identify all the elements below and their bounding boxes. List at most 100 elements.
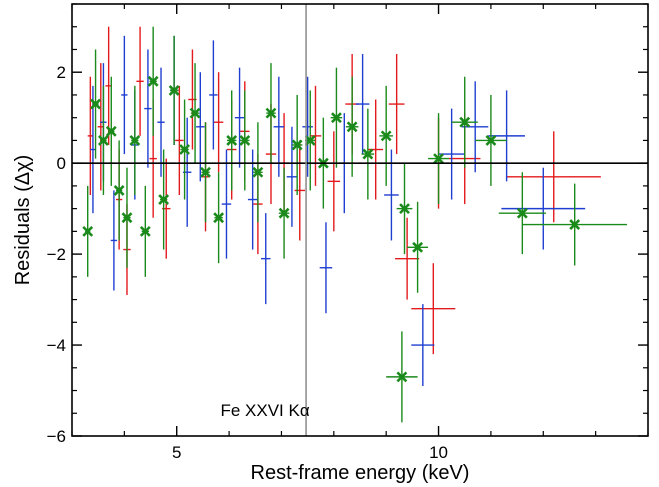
data-point	[428, 113, 450, 205]
data-point	[97, 85, 109, 195]
x-marker	[516, 207, 528, 219]
data-point	[196, 72, 205, 182]
data-point	[247, 149, 258, 250]
x-tick-label: 5	[172, 443, 181, 462]
data-point	[522, 183, 628, 266]
y-axis-label: Residuals (Δχ)	[12, 155, 34, 286]
x-marker	[396, 371, 408, 383]
data-point	[309, 85, 322, 186]
x-marker	[113, 185, 125, 196]
data-point	[87, 76, 93, 195]
data-point	[189, 63, 201, 164]
data-point	[213, 72, 224, 173]
data-point	[82, 185, 94, 277]
data-point	[273, 76, 285, 177]
x-marker	[97, 135, 109, 146]
y-tick-label: −6	[47, 427, 66, 446]
data-point	[121, 35, 128, 155]
data-point	[386, 331, 418, 423]
x-marker	[485, 135, 497, 146]
x-marker	[362, 148, 374, 160]
data-point	[388, 54, 405, 155]
data-point	[265, 63, 277, 164]
x-marker	[412, 241, 424, 253]
plot-frame	[71, 3, 649, 437]
data-point	[221, 149, 232, 259]
x-marker	[139, 225, 151, 237]
data-point	[411, 263, 456, 355]
data-point	[304, 90, 316, 191]
x-marker	[239, 135, 251, 146]
x-marker	[399, 203, 410, 215]
data-point	[384, 149, 399, 241]
data-point	[278, 167, 290, 259]
x-marker	[147, 75, 159, 87]
data-point	[213, 172, 225, 264]
x-marker	[158, 194, 170, 205]
x-marker	[200, 166, 211, 178]
data-point	[209, 40, 218, 150]
x-marker	[304, 135, 316, 146]
y-tick-label: 0	[57, 154, 66, 173]
data-point	[302, 76, 313, 177]
data-point	[234, 67, 245, 168]
data-point	[90, 49, 101, 159]
data-point	[139, 185, 151, 277]
data-point	[451, 76, 478, 168]
data-point	[501, 167, 586, 250]
data-point	[144, 49, 152, 168]
x-marker	[82, 225, 94, 237]
x-marker	[226, 135, 238, 146]
data-point	[200, 122, 211, 223]
x-marker	[168, 84, 180, 96]
x-marker	[459, 116, 471, 128]
series-3	[82, 26, 628, 423]
x-marker	[278, 207, 290, 219]
x-marker	[105, 125, 117, 137]
x-marker	[331, 112, 342, 124]
x-tick-label: 10	[429, 443, 448, 462]
x-marker	[129, 135, 141, 146]
x-marker	[380, 130, 392, 142]
data-marks	[82, 26, 628, 423]
x-marker	[433, 153, 444, 165]
x-marker	[213, 212, 225, 224]
data-point	[261, 213, 271, 305]
y-tick-label: 2	[57, 63, 66, 82]
x-marker	[121, 212, 133, 224]
data-point	[286, 126, 298, 227]
data-point	[396, 163, 413, 255]
fe-line-label: Fe XXVI Kα	[220, 401, 309, 420]
data-point	[157, 67, 165, 177]
data-point	[395, 217, 420, 300]
data-point	[179, 99, 191, 200]
data-point	[379, 85, 393, 186]
data-point	[121, 167, 133, 268]
data-point	[291, 94, 303, 195]
data-point	[252, 122, 264, 223]
data-point	[355, 54, 370, 155]
data-point	[105, 76, 117, 186]
data-point	[147, 26, 159, 136]
x-marker	[265, 107, 277, 119]
x-marker	[90, 98, 101, 110]
data-point	[462, 81, 489, 173]
data-point	[498, 172, 546, 255]
data-point	[113, 140, 125, 241]
y-tick-label: −2	[47, 245, 66, 264]
data-point	[345, 76, 359, 177]
x-marker	[179, 144, 191, 155]
x-marker	[569, 219, 581, 230]
data-point	[475, 94, 507, 186]
data-point	[330, 67, 343, 168]
data-point	[411, 304, 435, 386]
data-point	[327, 131, 341, 232]
x-marker	[189, 107, 201, 119]
x-marker	[252, 166, 264, 178]
data-point	[239, 90, 251, 191]
data-point	[129, 85, 141, 195]
data-point	[226, 90, 238, 191]
data-point	[319, 222, 333, 314]
axes: 5 10 −6 −4 −2 0 2	[47, 3, 649, 462]
